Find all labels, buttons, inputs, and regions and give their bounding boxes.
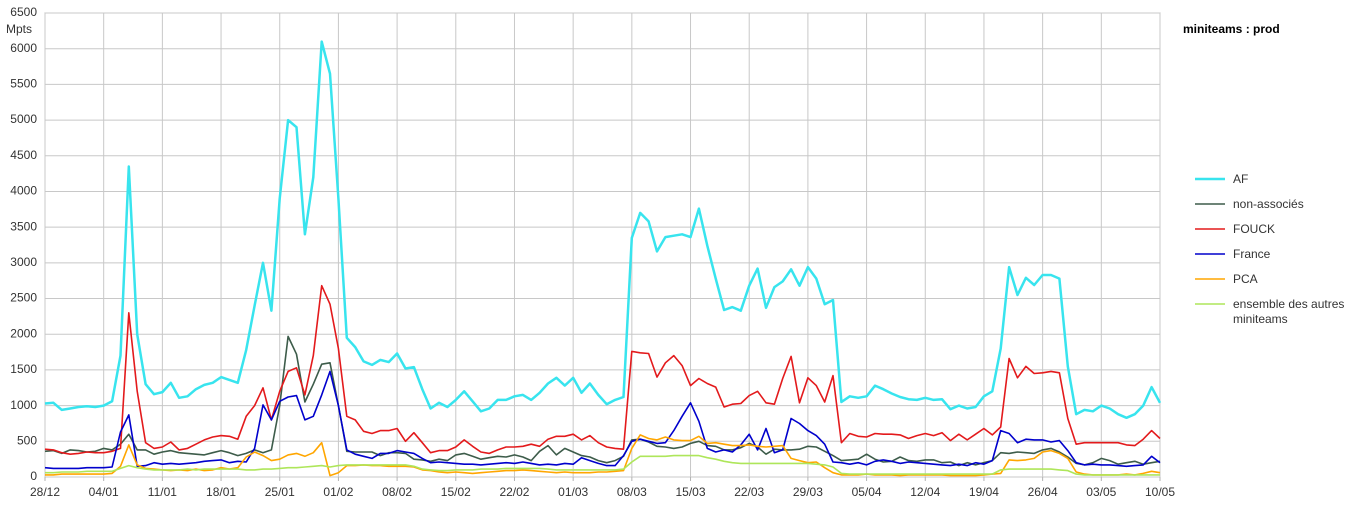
series-line — [44, 370, 1161, 470]
legend-swatch — [1195, 278, 1225, 280]
x-tick-label: 05/04 — [852, 485, 882, 499]
y-tick-label: 1500 — [10, 362, 37, 376]
chart-title: miniteams : prod — [1183, 22, 1280, 36]
x-tick-label: 28/12 — [30, 485, 60, 499]
y-tick-label: 0 — [30, 469, 37, 483]
x-tick-label: 01/03 — [558, 485, 588, 499]
y-tick-label: 6500 — [10, 5, 37, 19]
legend: AF non-associés FOUCK France PCA ensemble des… — [1195, 172, 1355, 327]
y-tick-label: 500 — [17, 433, 37, 447]
legend-label: ensemble des autres miniteams — [1233, 297, 1345, 326]
y-tick-label: 2500 — [10, 291, 37, 305]
series-line — [44, 335, 1161, 467]
series-line — [44, 284, 1161, 455]
x-tick-label: 18/01 — [206, 485, 236, 499]
legend-swatch — [1195, 303, 1225, 305]
legend-swatch — [1195, 253, 1225, 255]
y-tick-label: 3500 — [10, 219, 37, 233]
legend-entry: AF — [1195, 172, 1355, 197]
legend-label: France — [1233, 247, 1271, 261]
legend-label: FOUCK — [1233, 222, 1275, 236]
legend-swatch — [1195, 203, 1225, 205]
legend-label: non-associés — [1233, 197, 1304, 211]
x-tick-label: 15/03 — [676, 485, 706, 499]
legend-entry: PCA — [1195, 272, 1355, 297]
y-tick-label: 4500 — [10, 148, 37, 162]
x-tick-label: 19/04 — [969, 485, 999, 499]
x-tick-label: 26/04 — [1028, 485, 1058, 499]
legend-entry: FOUCK — [1195, 222, 1355, 247]
series-line — [44, 40, 1162, 420]
y-tick-label: 5000 — [10, 112, 37, 126]
x-tick-label: 03/05 — [1086, 485, 1116, 499]
x-tick-label: 04/01 — [89, 485, 119, 499]
y-tick-label: 1000 — [10, 398, 37, 412]
y-tick-label: 4000 — [10, 184, 37, 198]
legend-entry: France — [1195, 247, 1355, 272]
legend-label: PCA — [1233, 272, 1258, 286]
legend-entry: non-associés — [1195, 197, 1355, 222]
y-tick-label: 2000 — [10, 326, 37, 340]
x-tick-label: 29/03 — [793, 485, 823, 499]
legend-swatch — [1195, 228, 1225, 230]
legend-entry: ensemble des autres miniteams — [1195, 297, 1355, 327]
x-tick-label: 22/03 — [734, 485, 764, 499]
y-tick-label: 3000 — [10, 255, 37, 269]
x-tick-label: 10/05 — [1145, 485, 1175, 499]
x-tick-label: 11/01 — [148, 485, 177, 499]
x-tick-label: 15/02 — [441, 485, 471, 499]
x-tick-label: 08/03 — [617, 485, 647, 499]
x-tick-label: 22/02 — [499, 485, 529, 499]
y-tick-label: 6000 — [10, 41, 37, 55]
y-tick-label: 5500 — [10, 77, 37, 91]
x-tick-label: 25/01 — [265, 485, 295, 499]
x-tick-label: 01/02 — [323, 485, 353, 499]
plot-area — [44, 12, 1161, 478]
legend-swatch — [1195, 177, 1225, 181]
y-axis-label: Mpts — [6, 22, 32, 36]
legend-label: AF — [1233, 172, 1249, 186]
series-line — [45, 454, 1160, 476]
x-tick-label: 08/02 — [382, 485, 412, 499]
x-tick-label: 12/04 — [910, 485, 940, 499]
